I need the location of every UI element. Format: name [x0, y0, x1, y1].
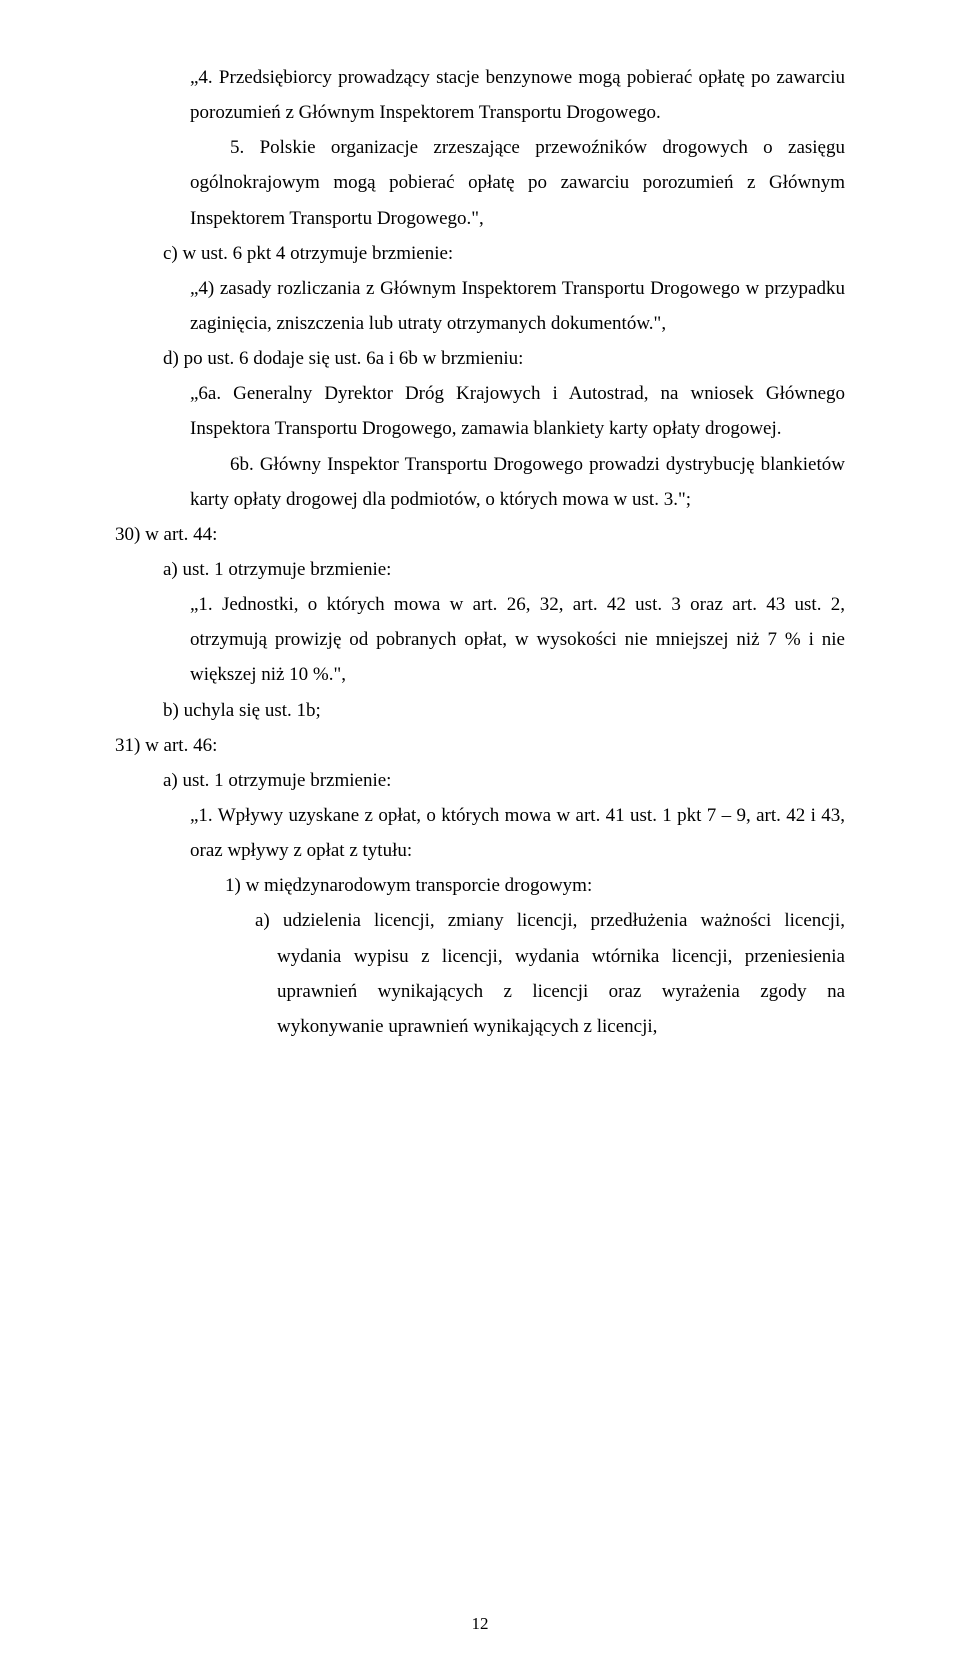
list-item: a) udzielenia licencji, zmiany licencji,…	[255, 903, 845, 1044]
list-item: a) ust. 1 otrzymuje brzmienie:	[163, 552, 845, 587]
paragraph: „6a. Generalny Dyrektor Dróg Krajowych i…	[190, 376, 845, 446]
list-item: a) ust. 1 otrzymuje brzmienie:	[163, 763, 845, 798]
list-item: 31) w art. 46:	[115, 728, 845, 763]
document-page: „4. Przedsiębiorcy prowadzący stacje ben…	[0, 0, 960, 1674]
paragraph: „4. Przedsiębiorcy prowadzący stacje ben…	[190, 60, 845, 130]
list-item: 1) w międzynarodowym transporcie drogowy…	[225, 868, 845, 903]
paragraph: „4) zasady rozliczania z Głównym Inspekt…	[190, 271, 845, 341]
list-item: c) w ust. 6 pkt 4 otrzymuje brzmienie:	[163, 236, 845, 271]
list-item: 30) w art. 44:	[115, 517, 845, 552]
page-number: 12	[0, 1608, 960, 1639]
list-item: d) po ust. 6 dodaje się ust. 6a i 6b w b…	[163, 341, 845, 376]
paragraph: 5. Polskie organizacje zrzeszające przew…	[190, 130, 845, 235]
paragraph: „1. Wpływy uzyskane z opłat, o których m…	[190, 798, 845, 868]
paragraph: „1. Jednostki, o których mowa w art. 26,…	[190, 587, 845, 692]
list-item: b) uchyla się ust. 1b;	[163, 693, 845, 728]
paragraph: 6b. Główny Inspektor Transportu Drogoweg…	[190, 447, 845, 517]
